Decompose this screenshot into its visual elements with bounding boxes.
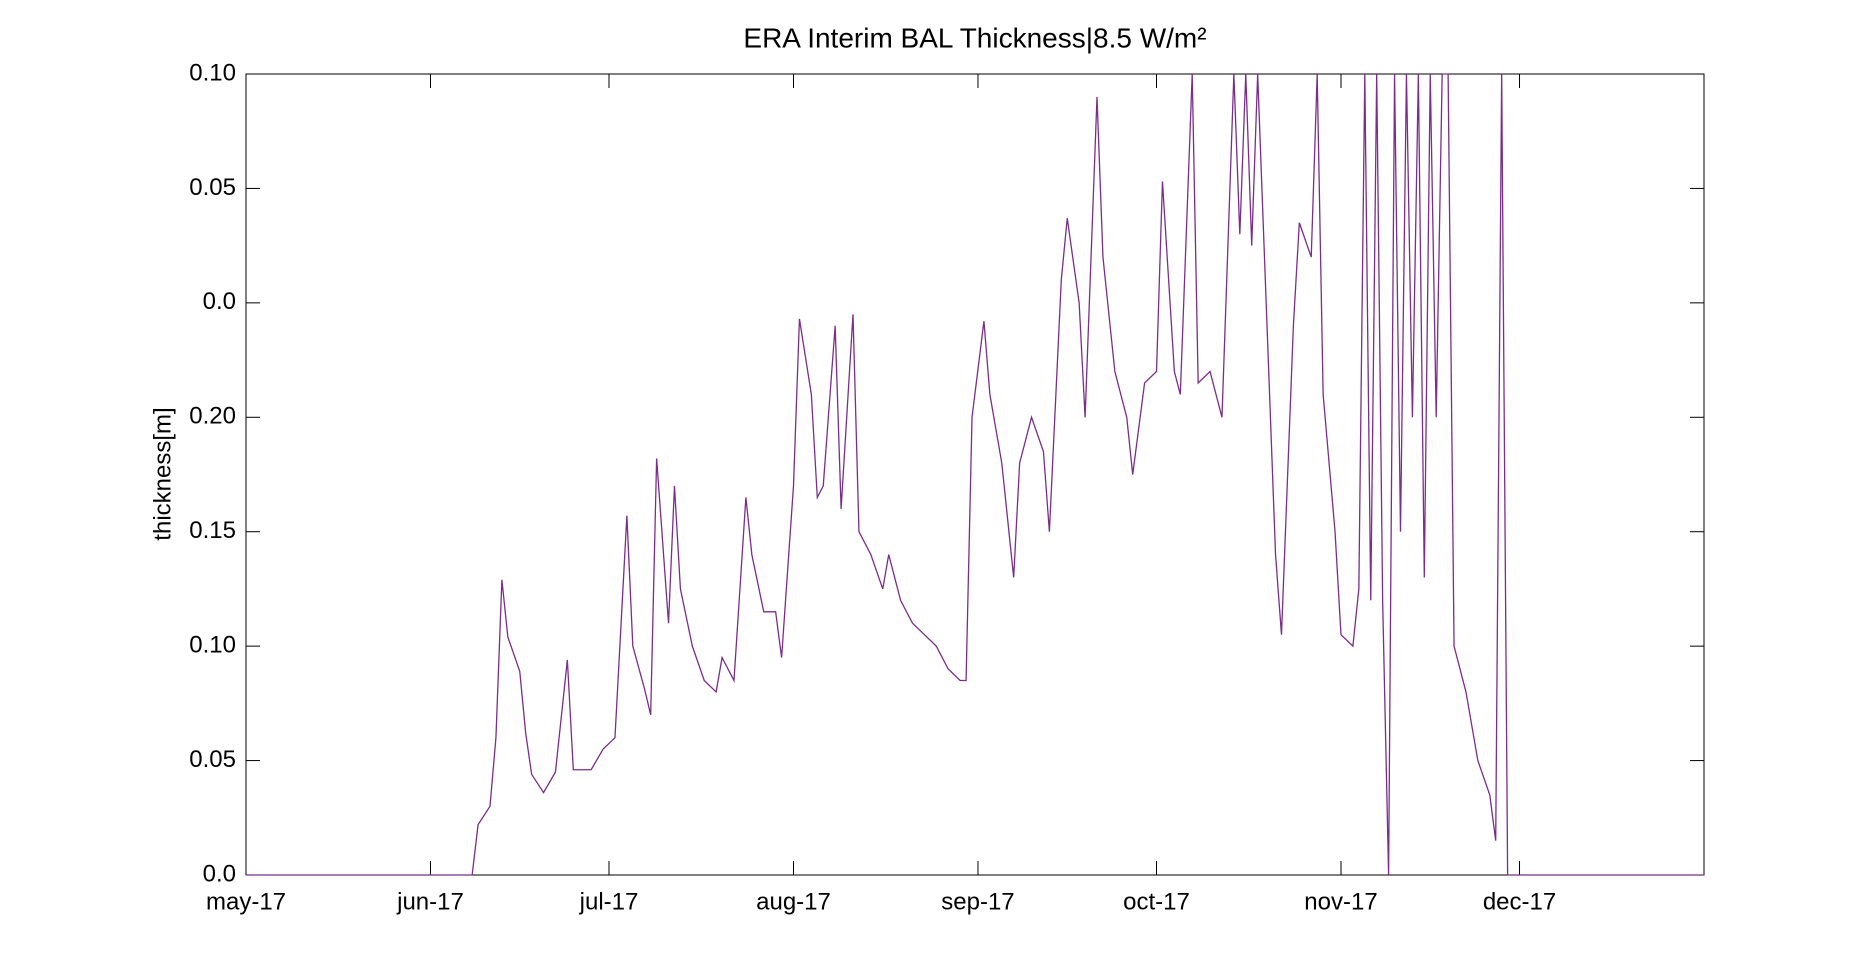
y-tick-label: 0.05 xyxy=(189,174,236,201)
x-tick-label: may-17 xyxy=(206,888,286,915)
x-tick-label: dec-17 xyxy=(1483,888,1556,915)
y-axis-label: thickness[m] xyxy=(149,407,176,540)
plot-frame xyxy=(245,73,1705,876)
x-tick-label: aug-17 xyxy=(756,888,831,915)
x-tick-label: oct-17 xyxy=(1123,888,1190,915)
y-tick-label: 0.10 xyxy=(189,59,236,86)
chart-title: ERA Interim BAL Thickness|8.5 W/m² xyxy=(743,22,1206,53)
data-line xyxy=(246,73,1704,876)
x-tick-label: nov-17 xyxy=(1304,888,1377,915)
y-tick-label: 0.20 xyxy=(189,403,236,430)
x-tick-label: jun-17 xyxy=(396,888,464,915)
y-tick-label: 0.15 xyxy=(189,517,236,544)
x-tick-label: sep-17 xyxy=(941,888,1014,915)
y-tick-label: 0.10 xyxy=(189,631,236,658)
y-tick-label: 0.0 xyxy=(203,288,236,315)
x-tick-label: jul-17 xyxy=(579,888,639,915)
y-tick-label: 0.05 xyxy=(189,746,236,773)
y-tick-label: 0.0 xyxy=(203,860,236,887)
